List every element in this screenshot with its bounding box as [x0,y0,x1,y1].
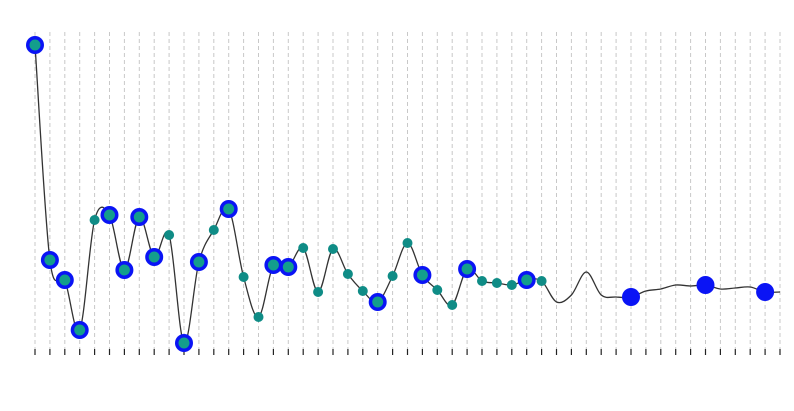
data-point-small [506,280,517,290]
data-point-small [342,269,353,279]
data-point-small [298,243,309,253]
data-point-marker-inner [133,211,145,223]
data-point-marker-inner [461,263,473,275]
data-point-marker-inner [178,337,190,349]
data-point-small [536,276,547,286]
data-point-marker-inner [521,274,533,286]
data-point-small [477,276,487,286]
data-point-marker [696,276,715,294]
data-point-small [253,312,264,322]
data-point-marker-inner [416,269,428,281]
vertical-grid [34,32,781,349]
data-point-small [402,238,413,248]
data-point-small [447,300,458,310]
data-markers [26,36,775,352]
data-point-small [164,230,175,240]
data-point-small [387,271,398,281]
data-point-marker-inner [104,209,115,221]
data-point-small [208,225,219,235]
data-point-marker-inner [74,324,86,336]
data-point-marker-inner [193,256,205,268]
data-point-marker-inner [44,254,56,266]
data-point-small [491,278,502,288]
data-point-marker-inner [118,264,130,276]
data-point-small [432,285,443,295]
x-axis-ticks [34,349,781,355]
data-point-marker-inner [59,274,71,286]
data-point-small [238,272,249,282]
data-point-marker-inner [29,39,41,51]
data-point-marker-inner [372,296,384,308]
data-point-small [313,287,324,297]
data-point-small [357,286,368,296]
data-point-small [328,244,338,254]
data-point-marker-inner [148,251,160,263]
data-point-marker-inner [282,261,294,273]
data-point-marker-inner [267,259,279,271]
data-point-marker [622,288,640,306]
data-point-marker-inner [223,203,235,215]
data-point-marker [756,283,775,301]
data-point-small [89,215,100,225]
